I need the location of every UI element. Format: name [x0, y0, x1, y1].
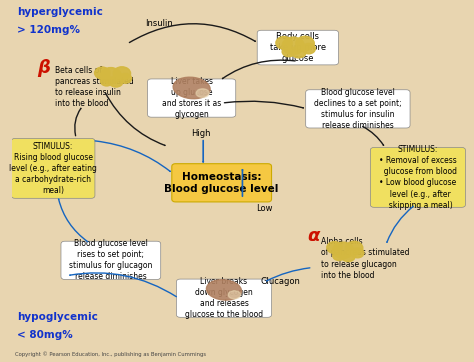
Text: Homeostasis:
Blood glucose level: Homeostasis: Blood glucose level: [164, 172, 279, 194]
Circle shape: [276, 37, 292, 49]
Text: Liver takes
up glucose
and stores it as
glycogen: Liver takes up glucose and stores it as …: [162, 77, 221, 119]
Text: STIMULUS:
Rising blood glucose
level (e.g., after eating
a carbohydrate-rich
mea: STIMULUS: Rising blood glucose level (e.…: [9, 142, 97, 195]
FancyBboxPatch shape: [172, 164, 272, 202]
Text: Glucagon: Glucagon: [260, 277, 300, 286]
Text: α: α: [307, 227, 319, 244]
Text: Blood glucose level
rises to set point;
stimulus for glucagon
release diminishes: Blood glucose level rises to set point; …: [69, 239, 153, 282]
Text: Low: Low: [256, 203, 273, 212]
Circle shape: [296, 36, 314, 51]
Text: < 80mg%: < 80mg%: [17, 330, 73, 340]
FancyBboxPatch shape: [147, 79, 236, 117]
Circle shape: [109, 76, 123, 87]
Text: Body cells
take up more
glucose: Body cells take up more glucose: [270, 32, 326, 63]
Text: Insulin: Insulin: [146, 19, 173, 28]
Circle shape: [282, 46, 295, 57]
Text: Alpha cells
of pancreas stimulated
to release glucagon
into the blood: Alpha cells of pancreas stimulated to re…: [321, 237, 410, 280]
Circle shape: [282, 37, 304, 54]
FancyBboxPatch shape: [11, 138, 95, 198]
Circle shape: [113, 67, 130, 80]
Circle shape: [341, 251, 355, 262]
FancyBboxPatch shape: [176, 279, 272, 317]
Circle shape: [119, 73, 132, 83]
FancyBboxPatch shape: [306, 90, 410, 128]
Text: hyperglycemic: hyperglycemic: [17, 7, 103, 17]
Circle shape: [351, 248, 364, 258]
Circle shape: [95, 67, 110, 79]
Circle shape: [346, 241, 363, 255]
Text: Beta cells of
pancreas stimulated
to release insulin
into the blood: Beta cells of pancreas stimulated to rel…: [55, 66, 134, 108]
Ellipse shape: [173, 77, 210, 99]
Circle shape: [333, 251, 345, 261]
Circle shape: [100, 68, 121, 84]
Text: β: β: [37, 59, 50, 77]
Ellipse shape: [196, 89, 209, 97]
Ellipse shape: [207, 280, 242, 300]
Ellipse shape: [228, 291, 241, 299]
FancyBboxPatch shape: [370, 147, 465, 207]
Circle shape: [302, 43, 315, 54]
FancyBboxPatch shape: [257, 30, 338, 65]
Circle shape: [333, 242, 354, 258]
Text: High: High: [191, 129, 210, 138]
Circle shape: [292, 46, 306, 58]
Text: Blood glucose level
declines to a set point;
stimulus for insulin
release dimini: Blood glucose level declines to a set po…: [314, 88, 401, 130]
Circle shape: [327, 241, 342, 253]
FancyBboxPatch shape: [61, 241, 161, 279]
Text: Liver breaks
down glycogen
and releases
glucose to the blood: Liver breaks down glycogen and releases …: [185, 277, 263, 319]
Text: hypoglycemic: hypoglycemic: [17, 312, 98, 322]
Text: STIMULUS:
• Removal of excess
  glucose from blood
• Low blood glucose
  level (: STIMULUS: • Removal of excess glucose fr…: [379, 145, 457, 210]
Text: Copyright © Pearson Education, Inc., publishing as Benjamin Cummings: Copyright © Pearson Education, Inc., pub…: [15, 352, 206, 357]
Circle shape: [100, 76, 113, 86]
Text: > 120mg%: > 120mg%: [17, 25, 80, 35]
